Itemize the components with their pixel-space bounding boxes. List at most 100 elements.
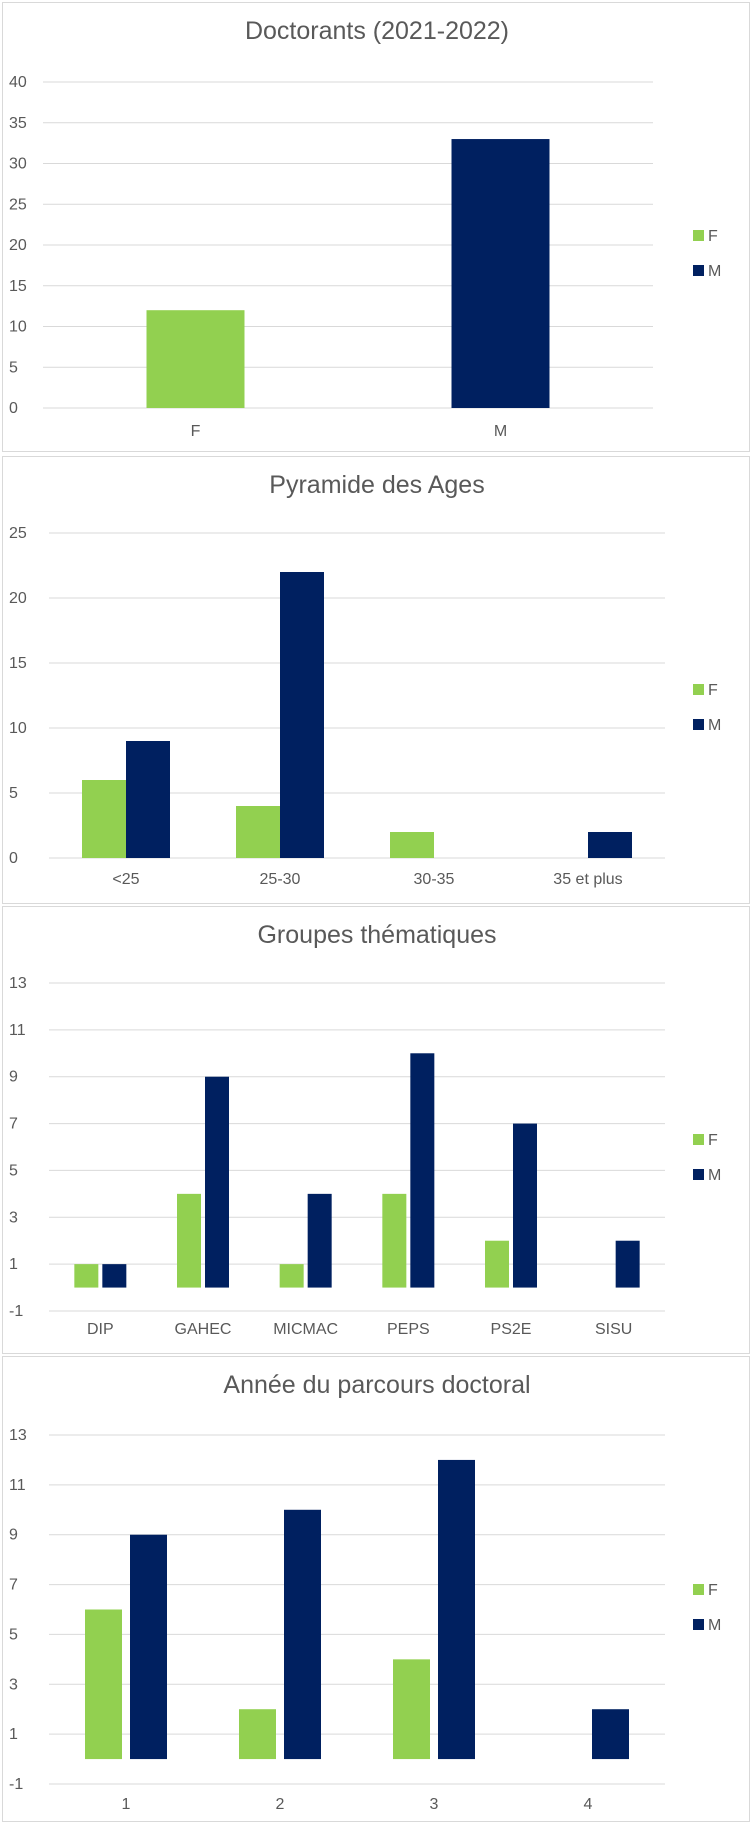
y-tick-label: 11 (9, 1477, 26, 1494)
x-tick-label: 4 (584, 1796, 593, 1813)
y-tick-label: 5 (9, 1626, 18, 1643)
legend-swatch-m (693, 265, 704, 276)
x-tick-label: PS2E (491, 1321, 532, 1338)
legend-label: F (708, 228, 718, 245)
y-tick-label: 40 (9, 74, 27, 91)
x-tick-label: GAHEC (175, 1321, 232, 1338)
bar-f-f (146, 310, 245, 408)
chart-title: Groupes thématiques (257, 921, 496, 949)
x-tick-label: MICMAC (273, 1321, 338, 1338)
bar-m-1 (130, 1534, 167, 1760)
y-tick-label: 1 (9, 1726, 18, 1743)
bar-m-dip (102, 1264, 127, 1288)
bar-m-35-et-plus (588, 832, 632, 858)
y-tick-label: 10 (9, 720, 27, 737)
x-tick-label: 35 et plus (553, 871, 622, 888)
y-tick-label: -1 (9, 1303, 23, 1320)
y-tick-label: 25 (9, 196, 27, 213)
x-tick-label: SISU (595, 1321, 632, 1338)
x-tick-label: M (494, 423, 507, 440)
bar-f-3 (393, 1659, 430, 1760)
y-tick-label: 5 (9, 785, 18, 802)
y-tick-label: 30 (9, 156, 27, 173)
bar-f-25 (82, 780, 126, 858)
y-tick-label: 0 (9, 400, 18, 417)
chart-doctorants: Doctorants (2021-2022) 0 5 10 15 20 25 30 35 40 F M… (2, 2, 750, 452)
x-tick-label: DIP (87, 1321, 114, 1338)
y-tick-label: 0 (9, 850, 18, 867)
chart-pyramide-des-ages: Pyramide des Ages 0 5 10 15 20 25 <25 25-30 30-35… (2, 456, 750, 904)
legend-swatch-f (693, 1134, 704, 1145)
y-tick-label: 9 (9, 1527, 18, 1544)
x-tick-label: 30-35 (414, 871, 455, 888)
y-tick-label: 11 (9, 1022, 26, 1039)
y-tick-label: 3 (9, 1209, 18, 1226)
bar-f-gahec (177, 1193, 201, 1288)
bar-m-m (451, 139, 550, 409)
y-tick-label: 10 (9, 319, 27, 336)
legend-swatch-m (693, 719, 704, 730)
x-tick-label: 3 (430, 1796, 439, 1813)
chart-svg: Doctorants (2021-2022) 0 5 10 15 20 25 30 35 40 F M… (9, 17, 721, 440)
legend-swatch-m (693, 1169, 704, 1180)
bar-m-ps2e (513, 1123, 537, 1288)
legend-label: M (708, 1167, 721, 1184)
bar-f-peps (382, 1193, 407, 1288)
y-tick-label: 15 (9, 655, 27, 672)
y-tick-label: -1 (9, 1776, 23, 1793)
y-tick-label: 13 (9, 1427, 27, 1444)
bar-m-25 (126, 741, 170, 858)
y-tick-label: 9 (9, 1069, 18, 1086)
y-tick-label: 20 (9, 590, 27, 607)
legend-label: F (708, 1582, 718, 1599)
legend-swatch-f (693, 684, 704, 695)
legend-swatch-m (693, 1619, 704, 1630)
chart-title: Année du parcours doctoral (223, 1371, 530, 1399)
legend-label: F (708, 682, 718, 699)
bar-f-dip (74, 1264, 99, 1288)
x-tick-label: 2 (276, 1796, 285, 1813)
y-tick-label: 25 (9, 525, 27, 542)
legend-label: F (708, 1132, 718, 1149)
chart-groupes-thematiques: Groupes thématiques -1 1 3 5 7 9 11 13 DIP GAHEC MI… (2, 906, 750, 1354)
bar-f-ps2e (485, 1240, 509, 1288)
y-tick-label: 5 (9, 1162, 18, 1179)
bar-f-25-30 (236, 806, 280, 858)
bar-m-micmac (307, 1193, 332, 1288)
chart-svg: Pyramide des Ages 0 5 10 15 20 25 <25 25-30 30-35… (9, 471, 721, 888)
y-tick-label: 7 (9, 1577, 18, 1594)
bar-f-1 (85, 1609, 122, 1760)
x-tick-label: 25-30 (260, 871, 301, 888)
bar-m-25-30 (280, 572, 324, 858)
bar-f-micmac (279, 1264, 304, 1288)
legend-label: M (708, 1617, 721, 1634)
chart-title: Pyramide des Ages (269, 471, 484, 499)
y-tick-label: 20 (9, 237, 27, 254)
y-tick-label: 5 (9, 359, 18, 376)
chart-annee-parcours: Année du parcours doctoral -1 1 3 5 7 9 11 13 1 2 3… (2, 1356, 750, 1822)
bar-m-2 (284, 1509, 321, 1760)
bar-m-gahec (205, 1076, 229, 1288)
bar-m-4 (592, 1709, 629, 1760)
y-tick-label: 15 (9, 278, 27, 295)
legend-swatch-f (693, 230, 704, 241)
chart-title: Doctorants (2021-2022) (245, 17, 509, 45)
legend-swatch-f (693, 1584, 704, 1595)
legend-label: M (708, 263, 721, 280)
x-tick-label: F (191, 423, 201, 440)
y-tick-label: 7 (9, 1116, 18, 1133)
y-tick-label: 3 (9, 1676, 18, 1693)
bar-m-3 (438, 1459, 475, 1760)
bar-f-30-35 (390, 832, 434, 858)
bar-f-2 (239, 1709, 276, 1760)
x-tick-label: PEPS (387, 1321, 430, 1338)
y-tick-label: 35 (9, 115, 27, 132)
y-tick-label: 13 (9, 975, 27, 992)
x-tick-label: 1 (122, 1796, 131, 1813)
bar-m-sisu (615, 1240, 640, 1288)
y-tick-label: 1 (9, 1256, 18, 1273)
bar-m-peps (410, 1053, 435, 1288)
x-tick-label: <25 (112, 871, 139, 888)
